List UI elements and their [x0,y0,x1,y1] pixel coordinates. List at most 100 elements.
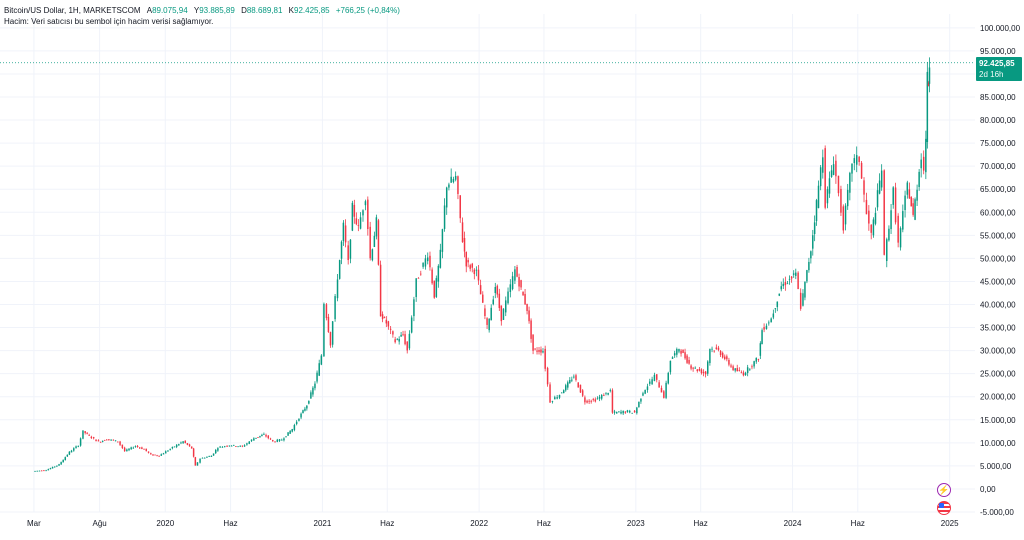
candle-body [782,283,785,287]
candle-body [62,459,64,463]
candle-body [154,454,156,456]
lightning-bolt-icon[interactable]: ⚡ [937,483,951,497]
us-flag-icon[interactable] [937,501,951,515]
candle-body [746,367,749,373]
candle-body [243,445,246,447]
candle-body [690,365,692,369]
symbol-title[interactable]: Bitcoin/US Dollar, 1H, MARKETSCOM [4,6,141,15]
candle-body [101,440,104,442]
candle-body [853,158,856,164]
candle-body [415,278,417,298]
candle-body [926,71,929,143]
candle-body [546,367,549,385]
candle-body [473,269,476,275]
candle-body [605,392,607,394]
candle-body [306,405,308,409]
candle-body [36,470,38,472]
candle-body [424,258,427,267]
candle-body [413,299,415,317]
candle-body [551,401,554,402]
candle-body [736,368,738,372]
candle-body [751,366,753,368]
candle-body [688,359,690,364]
candle-body [755,357,758,362]
y-tick-label: 30.000,00 [980,347,1016,356]
candle-body [429,255,431,268]
candle-body [810,251,812,259]
candle-body [724,356,726,360]
candle-body [920,159,922,169]
candle-body [790,276,793,279]
candle-body [624,411,627,413]
candle-body [298,418,300,421]
candle-body [97,440,100,442]
open-label: A [146,6,153,15]
candle-body [577,382,579,388]
candle-body [95,439,97,442]
candle-body [389,328,392,330]
candle-body [383,317,386,319]
candle-body [780,286,782,290]
candle-body [795,272,797,276]
candle-body [344,225,347,243]
candle-body [928,67,931,84]
candle-body [121,444,124,449]
candle-body [164,451,167,454]
volume-note: Hacim: Veri satıcısı bu sembol için haci… [4,17,214,26]
candle-body [226,445,228,447]
candle-body [439,249,442,268]
last-price-value: 92.425,85 [979,58,1015,68]
candle-body [808,261,810,271]
candle-body [562,390,565,394]
candle-body [865,199,868,215]
candle-body [267,435,270,439]
candle-body [461,222,464,243]
candle-body [694,367,696,369]
price-axis[interactable]: -5.000,00 0,00 5.000,00 10.000,00 15.000,00 2… [980,24,1021,517]
candle-body [241,445,244,447]
candle-body [212,453,215,456]
candle-body [190,446,193,449]
candle-body [117,441,119,443]
candle-body [47,469,50,471]
candle-body [43,470,45,472]
x-tick-label: Mar [27,519,41,528]
candle-body [916,189,918,201]
candle-body [565,385,567,391]
y-tick-label: 25.000,00 [980,370,1016,379]
candle-body [774,308,777,310]
candle-body [373,235,376,248]
candle-body [355,218,358,225]
change-value: +766,25 (+0,84%) [335,6,400,15]
candle-body [504,300,507,313]
time-axis[interactable]: Mar Ağu 2020 Haz 2021 Haz 2022 Haz 2023 Haz 2024 Ha… [27,519,959,528]
candle-body [876,190,879,208]
candle-body [158,455,160,457]
candle-body [899,228,902,248]
candle-body [410,317,413,333]
candle-body [253,438,255,441]
candle-body [323,303,325,357]
candle-body [844,205,847,225]
candle-body [441,229,444,252]
candle-body [68,451,71,455]
candle-body [656,374,658,380]
candle-body [684,352,686,359]
candle-body [594,399,597,402]
candle-body [620,411,622,414]
y-tick-label: 95.000,00 [980,47,1016,56]
candle-body [558,394,561,398]
candle-body [646,386,649,390]
candle-body [136,446,139,447]
x-tick-label: Haz [380,519,394,528]
y-tick-label: -5.000,00 [980,508,1014,517]
candle-body [310,392,312,399]
candle-body [912,203,914,215]
candle-body [364,201,367,206]
candle-body [126,449,128,452]
x-tick-label: 2023 [627,519,645,528]
candle-body [257,437,259,438]
candle-body [892,187,894,205]
